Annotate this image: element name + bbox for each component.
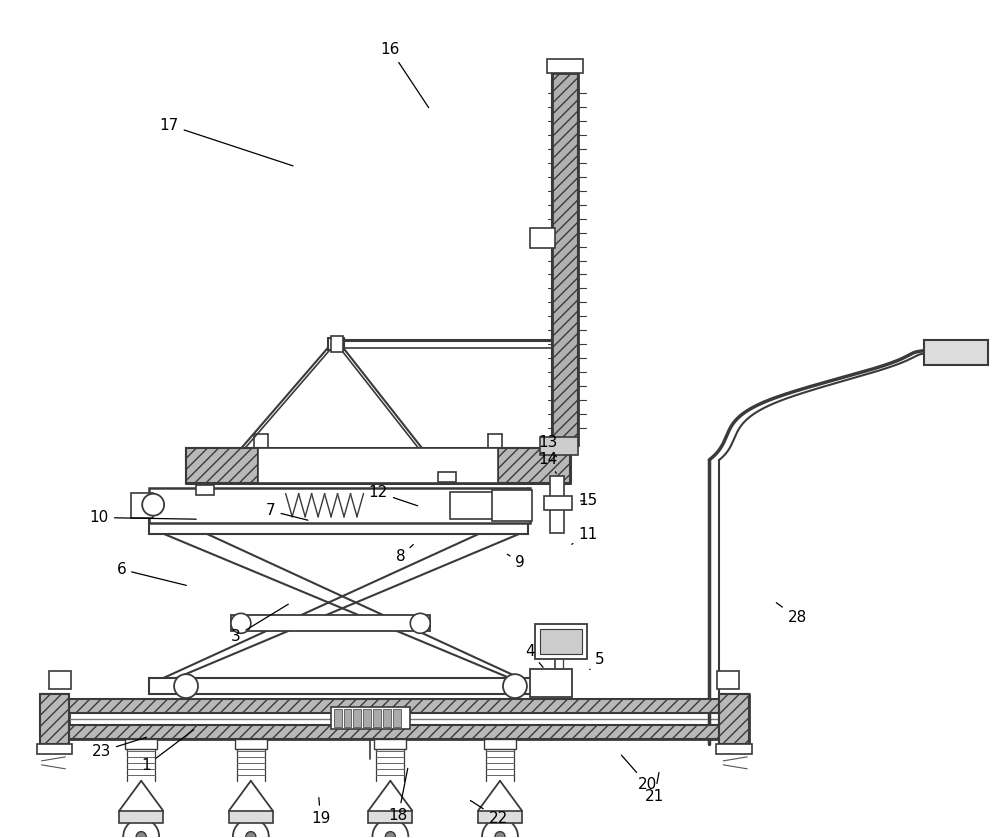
Circle shape	[372, 819, 408, 838]
Circle shape	[174, 674, 198, 698]
Bar	[331, 707, 410, 729]
Bar	[49, 671, 71, 689]
Bar	[540, 629, 582, 654]
Bar	[149, 520, 528, 534]
Bar	[368, 810, 412, 823]
Text: 14: 14	[538, 452, 557, 473]
Circle shape	[246, 831, 256, 838]
Bar	[530, 670, 572, 697]
Circle shape	[231, 613, 251, 634]
Bar	[186, 447, 258, 483]
Bar	[547, 59, 583, 73]
Bar	[374, 739, 406, 749]
Circle shape	[482, 819, 518, 838]
Text: 3: 3	[231, 604, 288, 644]
Bar	[235, 739, 267, 749]
Bar	[229, 810, 273, 823]
Text: 13: 13	[538, 435, 558, 457]
Bar	[530, 228, 555, 247]
Text: 7: 7	[266, 504, 308, 520]
Circle shape	[410, 613, 430, 634]
Bar	[40, 694, 69, 744]
Text: 17: 17	[159, 117, 293, 166]
Circle shape	[233, 819, 269, 838]
Bar	[716, 744, 752, 754]
Bar	[438, 472, 456, 482]
Bar	[334, 709, 342, 727]
Text: 18: 18	[389, 768, 408, 823]
Bar	[353, 709, 361, 727]
Bar	[498, 447, 570, 483]
Text: 10: 10	[90, 510, 196, 525]
Bar	[383, 709, 391, 727]
Bar	[552, 73, 578, 445]
Bar	[69, 699, 719, 713]
Bar	[552, 73, 578, 445]
Bar	[125, 739, 157, 749]
Bar	[393, 709, 401, 727]
Bar	[196, 484, 214, 494]
Bar	[331, 336, 343, 352]
Text: 6: 6	[116, 561, 186, 586]
Text: 19: 19	[311, 798, 330, 825]
Circle shape	[142, 494, 164, 515]
Bar	[717, 671, 739, 689]
Text: 15: 15	[578, 494, 597, 509]
Bar	[363, 709, 371, 727]
Text: 8: 8	[396, 545, 413, 564]
Text: 12: 12	[369, 485, 418, 506]
Bar	[258, 447, 498, 483]
Bar	[131, 493, 153, 518]
Text: 1: 1	[141, 730, 194, 773]
Circle shape	[123, 819, 159, 838]
Text: 20: 20	[621, 755, 657, 792]
Bar	[540, 437, 578, 455]
Circle shape	[385, 831, 395, 838]
Text: 23: 23	[92, 737, 147, 759]
Bar	[719, 694, 749, 744]
Bar	[149, 678, 543, 694]
Text: 28: 28	[776, 603, 807, 625]
Bar	[478, 810, 522, 823]
Bar	[535, 624, 587, 660]
Text: 5: 5	[590, 652, 604, 670]
Text: 4: 4	[525, 644, 543, 667]
Circle shape	[136, 831, 146, 838]
Text: 16: 16	[381, 43, 429, 107]
Text: 21: 21	[645, 773, 664, 804]
Bar	[69, 725, 719, 739]
Circle shape	[495, 831, 505, 838]
Circle shape	[503, 674, 527, 698]
Bar	[484, 739, 516, 749]
Bar	[924, 340, 988, 365]
Text: 9: 9	[507, 554, 525, 570]
Bar	[149, 488, 530, 523]
Bar	[344, 709, 351, 727]
Bar	[373, 709, 381, 727]
Bar	[231, 615, 430, 631]
Bar	[492, 489, 532, 520]
Text: 11: 11	[572, 527, 597, 545]
Text: 22: 22	[470, 800, 508, 825]
Bar	[450, 492, 495, 519]
Bar	[37, 744, 72, 754]
Bar	[544, 496, 572, 510]
Bar	[119, 810, 163, 823]
Bar	[550, 476, 564, 533]
